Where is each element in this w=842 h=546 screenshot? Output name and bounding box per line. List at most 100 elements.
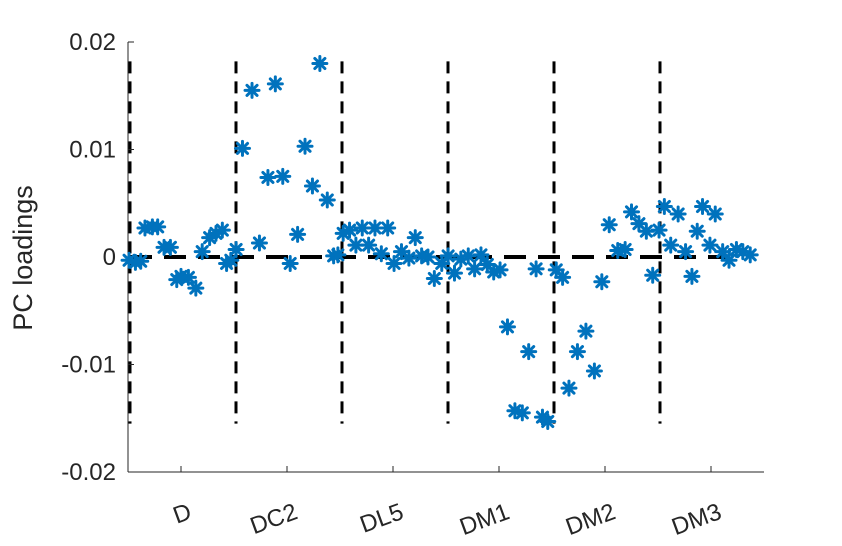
asterisk-stroke xyxy=(716,245,730,259)
data-point xyxy=(233,139,251,157)
data-point xyxy=(406,229,424,247)
data-point xyxy=(379,219,397,237)
asterisk-stroke xyxy=(387,256,401,270)
y-tick-label: 0 xyxy=(103,244,116,271)
asterisk-stroke xyxy=(500,320,515,334)
asterisk-stroke xyxy=(291,227,305,241)
asterisk-stroke xyxy=(743,248,757,262)
data-point xyxy=(593,273,611,291)
asterisk-stroke xyxy=(703,238,717,252)
asterisk-stroke xyxy=(729,242,743,257)
asterisk-stroke xyxy=(245,83,259,97)
asterisk-stroke xyxy=(320,193,334,207)
asterisk-stroke xyxy=(122,253,136,267)
asterisk-stroke xyxy=(134,254,148,268)
asterisk-stroke xyxy=(362,238,376,252)
data-point xyxy=(669,205,687,223)
data-point xyxy=(650,221,668,239)
asterisk-stroke xyxy=(427,271,441,286)
tick-labels: 0.02 0.01 0 -0.01 -0.02 D DC2 DL5 DM1 DM2 DM3 xyxy=(61,29,725,541)
data-point xyxy=(227,240,245,258)
x-tick-label: DM3 xyxy=(668,498,725,541)
asterisk-stroke xyxy=(652,223,666,237)
y-axis-title: PC loadings xyxy=(8,185,38,331)
y-tick-label: 0.02 xyxy=(69,29,116,56)
asterisk-stroke xyxy=(189,281,203,295)
asterisk-stroke xyxy=(657,199,671,214)
data-point xyxy=(360,236,378,254)
asterisk-stroke xyxy=(541,414,555,429)
asterisk-stroke xyxy=(664,238,678,252)
asterisk-stroke xyxy=(624,205,639,219)
data-point xyxy=(274,167,292,185)
data-point xyxy=(179,268,197,286)
asterisk-stroke xyxy=(276,169,290,183)
data-point xyxy=(419,248,437,266)
data-point xyxy=(741,246,759,264)
asterisk-stroke xyxy=(268,77,282,91)
asterisk-stroke xyxy=(570,345,584,359)
data-point xyxy=(577,322,595,340)
asterisk-stroke xyxy=(671,207,685,221)
asterisk-stroke xyxy=(331,248,345,262)
asterisk-stroke xyxy=(151,220,165,234)
data-point xyxy=(637,222,655,240)
asterisk-stroke xyxy=(283,256,297,270)
data-point xyxy=(329,246,347,264)
data-point xyxy=(662,236,680,254)
asterisk-stroke xyxy=(224,253,238,267)
asterisk-stroke xyxy=(480,257,494,272)
data-point xyxy=(311,55,329,72)
x-tick-label: D xyxy=(170,498,196,529)
asterisk-stroke xyxy=(261,170,275,184)
data-point xyxy=(161,238,179,256)
asterisk-stroke xyxy=(381,221,395,235)
asterisk-stroke xyxy=(374,247,388,261)
data-point xyxy=(585,362,603,380)
asterisk-stroke xyxy=(421,250,435,264)
asterisk-stroke xyxy=(229,242,243,257)
asterisk-stroke xyxy=(163,240,177,254)
data-point xyxy=(296,137,314,155)
asterisk-stroke xyxy=(468,262,482,276)
asterisk-stroke xyxy=(579,324,593,338)
asterisk-stroke xyxy=(402,251,416,265)
data-point xyxy=(439,247,457,265)
data-point xyxy=(266,75,284,93)
data-point xyxy=(568,343,586,361)
asterisk-stroke xyxy=(493,263,507,277)
data-point xyxy=(554,268,572,286)
asterisk-stroke xyxy=(343,223,357,237)
asterisk-stroke xyxy=(522,345,536,359)
asterisk-stroke xyxy=(195,245,209,259)
asterisk-stroke xyxy=(408,231,422,245)
data-point xyxy=(303,177,321,195)
data-point xyxy=(623,203,640,221)
data-point xyxy=(132,252,150,270)
asterisk-stroke xyxy=(181,270,195,284)
data-point xyxy=(400,249,418,267)
data-point xyxy=(498,318,516,336)
x-tick-label: DM1 xyxy=(456,498,513,541)
asterisk-stroke xyxy=(685,269,699,283)
data-point xyxy=(250,234,268,252)
asterisk-stroke xyxy=(349,238,363,252)
data-point xyxy=(688,222,706,240)
asterisk-stroke xyxy=(252,236,266,250)
data-points xyxy=(120,55,759,430)
data-point xyxy=(213,221,231,239)
data-point xyxy=(472,246,490,264)
asterisk-stroke xyxy=(474,248,488,262)
data-point xyxy=(425,270,443,287)
data-point xyxy=(445,264,463,282)
asterisk-stroke xyxy=(355,221,369,235)
y-tick-label: -0.01 xyxy=(61,352,116,379)
asterisk-stroke xyxy=(549,263,563,277)
asterisk-stroke xyxy=(529,262,543,276)
data-point xyxy=(318,191,336,209)
asterisk-stroke xyxy=(235,141,250,155)
data-point xyxy=(655,197,673,215)
data-point xyxy=(513,404,531,422)
data-point xyxy=(372,245,390,263)
data-point xyxy=(459,247,477,265)
